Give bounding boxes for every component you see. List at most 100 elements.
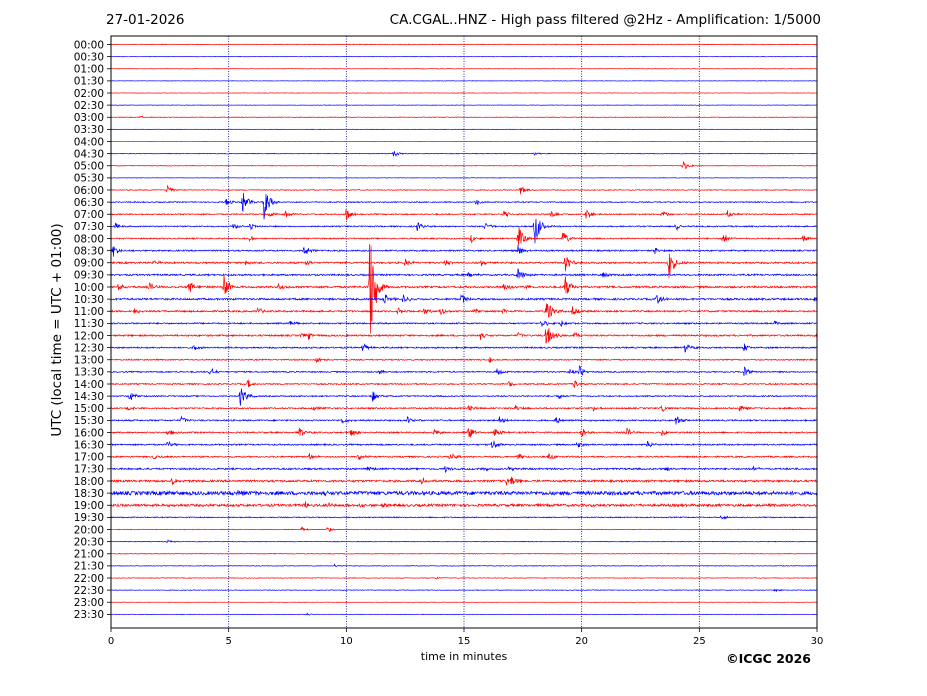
trace-0830	[110, 244, 818, 257]
trace-0630	[110, 193, 818, 220]
y-tick-label: 02:00	[74, 88, 104, 100]
y-tick-label: 09:00	[74, 258, 104, 270]
y-tick-label: 02:30	[74, 100, 104, 112]
y-tick-label: 09:30	[74, 270, 104, 282]
x-tick-label: 5	[225, 636, 231, 647]
y-tick-label: 07:30	[74, 221, 104, 233]
y-tick-label: 23:30	[74, 609, 104, 621]
y-tick-label: 01:30	[74, 76, 104, 88]
trace-0900	[110, 253, 818, 278]
trace-1900	[110, 501, 818, 509]
trace-0730	[110, 218, 818, 244]
y-tick-label: 10:00	[74, 282, 104, 294]
date-label: 27-01-2026	[106, 12, 185, 28]
y-tick-label: 21:30	[74, 561, 104, 573]
copyright-label: ©ICGC 2026	[726, 651, 811, 666]
trace-0800	[110, 227, 818, 246]
trace-1600	[110, 427, 818, 438]
y-tick-label: 22:00	[74, 573, 104, 585]
trace-1430	[110, 388, 818, 406]
y-tick-label: 03:00	[74, 112, 104, 124]
trace-0300	[110, 115, 818, 119]
y-tick-label: 23:00	[74, 597, 104, 609]
trace-2330	[110, 612, 818, 616]
y-tick-label: 01:00	[74, 64, 104, 76]
x-tick-label: 0	[108, 636, 114, 647]
trace-1300	[110, 357, 818, 364]
y-tick-label: 05:00	[74, 161, 104, 173]
x-tick-label: 15	[458, 636, 471, 647]
chart-title: CA.CGAL..HNZ - High pass filtered @2Hz -…	[389, 12, 821, 28]
x-tick-label: 20	[575, 636, 588, 647]
y-tick-label: 13:30	[74, 367, 104, 379]
trace-0600	[110, 184, 818, 195]
y-tick-label: 03:30	[74, 124, 104, 136]
trace-1200	[110, 327, 818, 344]
y-tick-label: 19:30	[74, 512, 104, 524]
trace-1000	[110, 243, 818, 334]
y-tick-label: 19:00	[74, 500, 104, 512]
trace-0930	[110, 268, 818, 279]
y-tick-label: 17:30	[74, 464, 104, 476]
y-tick-label: 06:30	[74, 197, 104, 209]
trace-1530	[110, 415, 818, 425]
y-tick-label: 04:00	[74, 136, 104, 148]
y-tick-label: 06:00	[74, 185, 104, 197]
trace-0000	[110, 43, 818, 46]
y-tick-label: 18:00	[74, 476, 104, 488]
y-tick-label: 12:30	[74, 342, 104, 354]
x-tick-label: 30	[811, 636, 824, 647]
trace-1500	[110, 404, 818, 413]
y-tick-label: 08:00	[74, 233, 104, 245]
y-tick-label: 00:00	[74, 39, 104, 51]
trace-2000	[110, 526, 818, 532]
y-tick-label: 14:00	[74, 379, 104, 391]
trace-0430	[110, 151, 818, 158]
trace-0700	[110, 208, 818, 221]
y-tick-label: 04:30	[74, 148, 104, 160]
trace-1800	[110, 476, 818, 486]
trace-2130	[110, 563, 818, 568]
y-tick-label: 12:00	[74, 330, 104, 342]
trace-1400	[110, 379, 818, 389]
trace-2100	[110, 552, 818, 555]
trace-1330	[110, 365, 818, 377]
trace-1730	[110, 465, 818, 474]
trace-1630	[110, 440, 818, 449]
y-tick-label: 05:30	[74, 173, 104, 185]
trace-1130	[110, 320, 818, 327]
y-tick-label: 13:00	[74, 355, 104, 367]
y-tick-label: 07:00	[74, 209, 104, 221]
trace-1830	[110, 489, 818, 497]
x-axis-label: time in minutes	[420, 650, 508, 663]
trace-2230	[110, 588, 818, 593]
y-tick-label: 00:30	[74, 51, 104, 63]
y-tick-label: 16:30	[74, 439, 104, 451]
y-tick-label: 11:00	[74, 306, 104, 318]
y-tick-label: 17:00	[74, 452, 104, 464]
trace-1100	[110, 303, 818, 318]
trace-1230	[110, 343, 818, 353]
trace-1030	[110, 294, 818, 304]
y-tick-label: 15:30	[74, 415, 104, 427]
trace-2200	[110, 576, 818, 580]
trace-1700	[110, 452, 818, 460]
x-tick-label: 25	[693, 636, 706, 647]
y-tick-label: 22:30	[74, 585, 104, 597]
y-tick-label: 14:30	[74, 391, 104, 403]
y-tick-label: 11:30	[74, 318, 104, 330]
trace-2030	[110, 539, 818, 544]
y-tick-label: 20:30	[74, 536, 104, 548]
y-tick-label: 21:00	[74, 549, 104, 561]
x-tick-label: 10	[340, 636, 353, 647]
y-tick-label: 20:00	[74, 524, 104, 536]
y-tick-label: 10:30	[74, 294, 104, 306]
y-tick-label: 18:30	[74, 488, 104, 500]
trace-1930	[110, 515, 818, 520]
y-tick-label: 08:30	[74, 245, 104, 257]
trace-0500	[110, 161, 818, 169]
y-tick-label: 16:00	[74, 427, 104, 439]
y-tick-label: 15:00	[74, 403, 104, 415]
